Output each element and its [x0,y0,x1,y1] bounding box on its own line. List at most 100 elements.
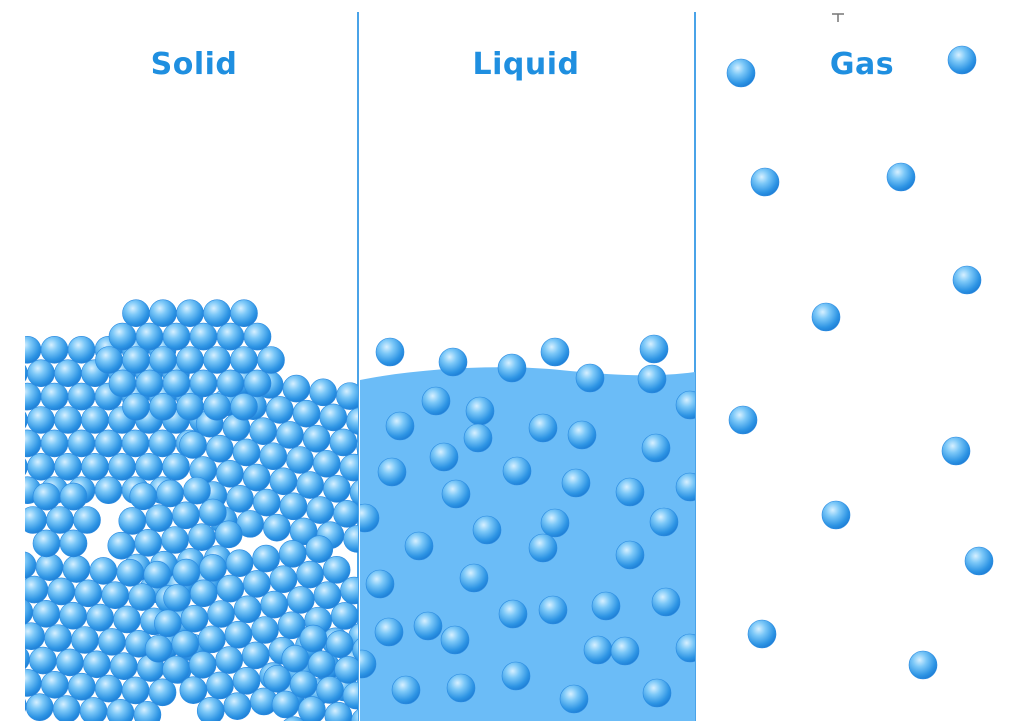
solid-particle [44,624,72,652]
solid-particle [41,671,69,699]
solid-particle [25,551,37,579]
solid-particle [59,482,88,511]
solid-particle [144,634,173,663]
solid-particle [281,644,310,673]
solid-particle [0,574,21,601]
gas-particle [747,619,777,649]
solid-particle [0,643,3,670]
solid-particle [25,599,34,625]
solid-particle [95,346,123,374]
solid-particle [324,701,353,721]
liquid-particle [385,411,415,441]
liquid-particle [465,396,495,426]
solid-particle [259,442,288,471]
solid-particle [180,604,209,633]
solid-particle [263,513,291,542]
solid-particle [323,475,351,503]
solid-particle [25,669,42,697]
solid-particle [313,581,342,610]
solid-particle [25,364,28,382]
liquid-particle [463,423,493,453]
solid-particle [277,611,306,640]
solid-particle [0,597,6,624]
liquid-particle [375,337,405,367]
solid-particle [243,369,272,398]
liquid-particle [651,587,681,617]
solid-particle [189,369,218,398]
solid-particle [339,453,358,482]
liquid-particle [610,636,640,666]
solid-particle [25,698,27,712]
solid-particle [98,628,126,656]
solid-particle [116,558,145,587]
liquid-particle [559,684,589,714]
solid-particle [25,382,42,411]
solid-particle [346,407,358,435]
solid-particle [269,565,298,594]
liquid-particle [421,386,451,416]
solid-particle [225,549,254,578]
solid-particle [94,476,123,505]
solid-particle [292,399,321,428]
liquid-particle [528,413,558,443]
solid-particle [29,646,57,675]
solid-particle [188,650,217,679]
cursor-mark-icon [832,13,844,22]
solid-particle [224,620,253,649]
solid-particle [59,529,88,558]
solid-particle [203,392,231,421]
solid-particle [296,471,324,499]
solid-particle [47,577,76,606]
solid-particle [135,369,164,398]
gas-particle [947,45,977,75]
solid-particle [188,523,216,551]
liquid-particle [391,675,421,705]
solid-particle [162,322,191,351]
liquid-particle [502,456,532,486]
solid-particle [135,452,163,481]
liquid-particle [540,508,570,538]
solid-particle [203,346,231,374]
solid-particle [25,575,49,604]
solid-particle [109,652,138,680]
solid-particle [25,622,45,651]
solid-particle [145,504,173,532]
solid-particle [0,621,18,648]
solid-particle [86,603,114,632]
solid-particle [241,641,270,670]
liquid-particle [538,595,568,625]
solid-particle [199,498,227,527]
solid-particle [154,609,182,638]
solid-particle [25,336,42,364]
solid-particle [226,485,254,513]
liquid-particle [472,515,502,545]
solid-particle [356,439,358,453]
liquid-particle [360,503,380,533]
solid-particle [223,692,252,720]
solid-particle [330,602,358,630]
solid-particle [309,378,337,407]
solid-particle [149,299,177,328]
solid-particle [148,678,177,707]
solid-particle [179,676,208,704]
solid-particle [216,574,245,603]
liquid-particle [528,533,558,563]
solid-particle [342,681,358,710]
solid-particle [333,500,358,528]
liquid-particle [591,591,621,621]
solid-particle [133,700,162,721]
solid-particle [271,690,300,719]
liquid-particle [360,649,377,679]
solid-particle [25,411,28,429]
solid-particle [343,525,358,553]
solid-particle [252,544,280,573]
solid-particle [25,693,54,721]
liquid-particle [459,563,489,593]
solid-particle [172,558,201,587]
gas-particles [726,45,994,680]
solid-particle [32,482,61,511]
solid-particle [32,529,61,558]
solid-particle [214,520,243,549]
solid-particle [122,299,150,328]
solid-particle [265,396,294,424]
